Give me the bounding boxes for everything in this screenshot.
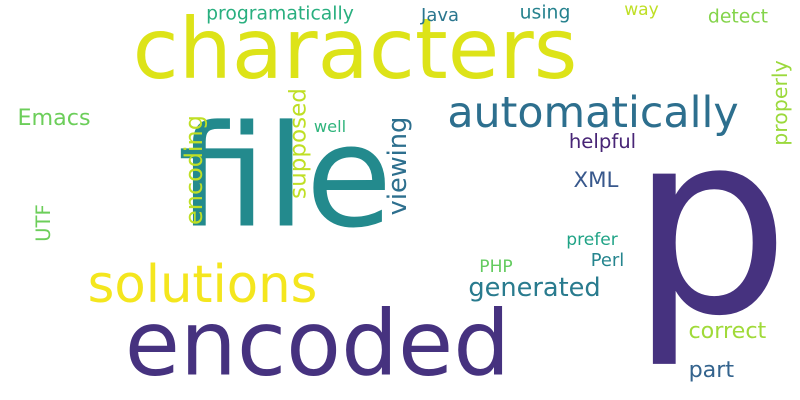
word-properly: properly — [768, 60, 792, 145]
word-label: properly — [768, 60, 792, 145]
word-xml: XML — [573, 168, 618, 193]
word-supposed: supposed — [286, 88, 312, 199]
word-emacs: Emacs — [17, 105, 90, 131]
word-correct: correct — [688, 318, 766, 344]
word-label: encoding — [180, 115, 208, 225]
word-php: PHP — [479, 257, 512, 277]
word-label: prefer — [566, 230, 619, 250]
word-detect: detect — [708, 7, 768, 28]
word-java: Java — [420, 5, 459, 26]
word-label: well — [314, 117, 346, 136]
word-label: helpful — [569, 130, 636, 153]
word-label: supposed — [286, 88, 312, 199]
word-helpful: helpful — [569, 130, 636, 153]
word-part: part — [689, 357, 735, 383]
word-label: Perl — [591, 250, 625, 271]
word-well: well — [314, 117, 346, 136]
word-encoding: encoding — [180, 115, 208, 225]
word-label: viewing — [383, 117, 413, 216]
word-characters: characters — [133, 0, 578, 98]
word-label: characters — [133, 0, 578, 98]
word-label: using — [520, 3, 571, 24]
word-label: correct — [688, 318, 766, 344]
word-label: programatically — [206, 4, 354, 25]
word-label: Emacs — [17, 105, 90, 131]
word-label: PHP — [479, 257, 512, 277]
word-file: file — [178, 96, 393, 260]
word-label: p — [630, 79, 790, 372]
word-way: way — [624, 0, 659, 20]
word-perl: Perl — [591, 250, 625, 271]
word-label: Java — [420, 5, 459, 26]
word-label: automatically — [447, 88, 738, 138]
word-label: detect — [708, 7, 768, 28]
word-p: p — [630, 79, 790, 372]
word-using: using — [520, 3, 571, 24]
word-label: generated — [468, 273, 600, 303]
word-generated: generated — [468, 273, 600, 303]
word-utf: UTF — [32, 204, 55, 242]
word-label: XML — [573, 168, 618, 193]
word-label: file — [178, 96, 393, 260]
word-solutions: solutions — [88, 255, 318, 315]
word-label: way — [624, 0, 659, 20]
word-encoded: encoded — [125, 293, 510, 397]
word-label: encoded — [125, 293, 510, 397]
word-programatically: programatically — [206, 4, 354, 25]
word-automatically: automatically — [447, 88, 738, 138]
word-prefer: prefer — [566, 230, 619, 250]
word-label: UTF — [32, 204, 55, 242]
word-label: solutions — [88, 255, 318, 315]
word-viewing: viewing — [383, 117, 413, 216]
word-label: part — [689, 357, 735, 383]
